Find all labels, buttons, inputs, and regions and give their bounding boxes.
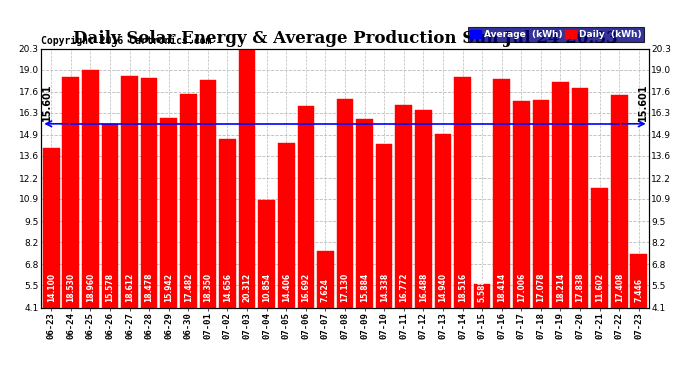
Text: 7.446: 7.446 xyxy=(634,278,643,302)
Legend: Average  (kWh), Daily  (kWh): Average (kWh), Daily (kWh) xyxy=(468,27,644,42)
Text: 15.884: 15.884 xyxy=(360,273,369,302)
Bar xyxy=(317,251,334,373)
Text: 18.612: 18.612 xyxy=(125,273,134,302)
Bar xyxy=(121,76,138,373)
Bar xyxy=(474,284,491,373)
Bar xyxy=(199,80,216,373)
Bar xyxy=(160,118,177,373)
Bar xyxy=(258,200,275,373)
Text: 15.942: 15.942 xyxy=(164,273,173,302)
Bar xyxy=(356,119,373,373)
Bar xyxy=(337,99,353,373)
Bar xyxy=(239,48,255,373)
Bar xyxy=(63,77,79,373)
Text: 18.478: 18.478 xyxy=(145,273,154,302)
Text: 11.602: 11.602 xyxy=(595,273,604,302)
Text: 18.530: 18.530 xyxy=(66,273,75,302)
Text: 14.940: 14.940 xyxy=(438,273,447,302)
Bar xyxy=(454,77,471,373)
Text: 5.588: 5.588 xyxy=(477,279,486,302)
Text: 17.482: 17.482 xyxy=(184,273,193,302)
Text: 18.516: 18.516 xyxy=(458,273,467,302)
Text: 17.838: 17.838 xyxy=(575,273,584,302)
Bar xyxy=(376,144,393,373)
Bar xyxy=(533,100,549,373)
Text: 17.078: 17.078 xyxy=(536,273,545,302)
Bar xyxy=(297,106,314,373)
Bar xyxy=(180,94,197,373)
Bar xyxy=(415,110,432,373)
Bar xyxy=(513,101,530,373)
Text: 17.006: 17.006 xyxy=(517,273,526,302)
Text: 10.854: 10.854 xyxy=(262,273,271,302)
Text: 14.656: 14.656 xyxy=(223,273,232,302)
Text: 17.130: 17.130 xyxy=(340,273,350,302)
Text: 15.601: 15.601 xyxy=(638,84,648,122)
Text: 20.312: 20.312 xyxy=(243,273,252,302)
Bar xyxy=(82,70,99,373)
Text: 18.414: 18.414 xyxy=(497,273,506,302)
Bar xyxy=(572,88,589,373)
Title: Daily Solar Energy & Average Production Sun Jul 24 20:33: Daily Solar Energy & Average Production … xyxy=(72,30,618,47)
Bar xyxy=(141,78,157,373)
Bar xyxy=(43,148,59,373)
Text: 16.488: 16.488 xyxy=(419,273,428,302)
Text: 15.601: 15.601 xyxy=(42,84,52,122)
Text: 14.406: 14.406 xyxy=(282,273,290,302)
Text: 16.772: 16.772 xyxy=(400,273,408,302)
Text: 18.960: 18.960 xyxy=(86,273,95,302)
Bar xyxy=(219,139,236,373)
Bar xyxy=(552,82,569,373)
Text: 16.692: 16.692 xyxy=(302,273,310,302)
Text: 15.578: 15.578 xyxy=(106,273,115,302)
Text: Copyright 2016 Cartronics.com: Copyright 2016 Cartronics.com xyxy=(41,36,212,46)
Text: 18.214: 18.214 xyxy=(556,273,565,302)
Bar xyxy=(101,124,118,373)
Bar xyxy=(435,134,451,373)
Text: 7.624: 7.624 xyxy=(321,278,330,302)
Bar xyxy=(493,79,510,373)
Text: 14.100: 14.100 xyxy=(47,273,56,302)
Bar xyxy=(591,188,608,373)
Bar xyxy=(611,95,627,373)
Bar xyxy=(278,143,295,373)
Bar xyxy=(631,254,647,373)
Text: 17.408: 17.408 xyxy=(615,273,624,302)
Text: 18.350: 18.350 xyxy=(204,273,213,302)
Text: 14.338: 14.338 xyxy=(380,273,388,302)
Bar xyxy=(395,105,412,373)
